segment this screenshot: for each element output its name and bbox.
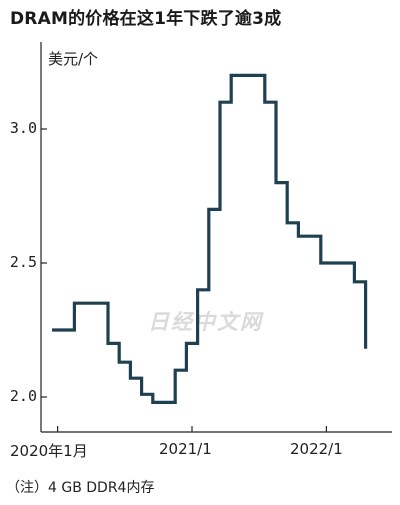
x-tick-label-2022-jan: 2022/1: [290, 440, 343, 458]
x-tick-label-2021-jan: 2021/1: [159, 440, 212, 458]
y-tick-label-2-5: 2.5: [9, 253, 37, 271]
watermark-logo: 日经中文网: [148, 310, 263, 334]
dram-price-step-line: [52, 73, 368, 404]
y-axis-unit-label: 美元/个: [48, 50, 99, 68]
y-tick-label-2-0: 2.0: [9, 387, 37, 405]
x-tick-marks: [56, 426, 327, 432]
y-tick-label-3-0: 3.0: [9, 119, 37, 137]
chart-title: DRAM的价格在这1年下跌了逾3成: [10, 9, 282, 29]
footnote: （注）4 GB DDR4内存: [6, 480, 155, 496]
y-tick-marks: [41, 128, 47, 398]
x-tick-label-2020-jan: 2020年1月: [10, 442, 88, 460]
